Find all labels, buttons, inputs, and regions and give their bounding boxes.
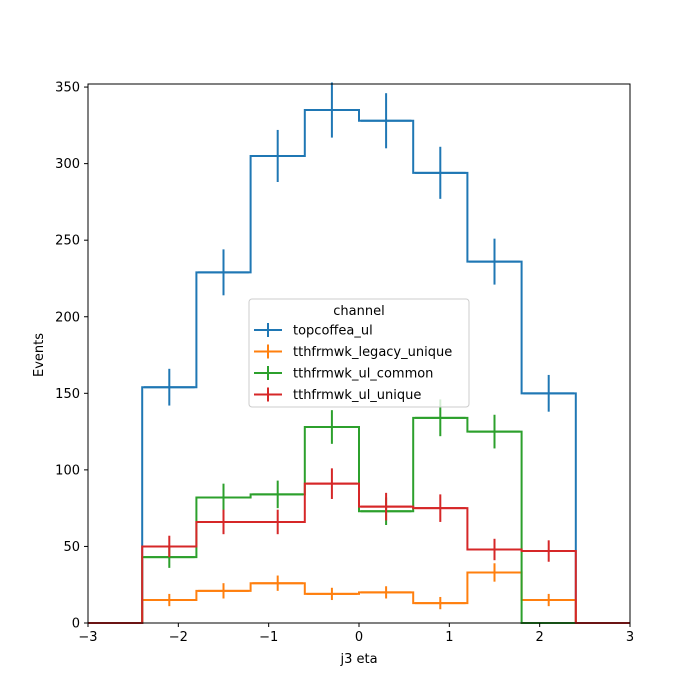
error-bar-tthfrmwk_ul_unique-bin7 [523, 540, 574, 562]
step-line-topcoffea_ul [88, 109, 630, 624]
y-tick-label: 350 [55, 81, 80, 96]
series-tthfrmwk_ul_unique [88, 468, 630, 624]
error-bar-topcoffea_ul-bin4 [360, 93, 412, 149]
legend-label: tthfrmwk_ul_common [293, 367, 433, 382]
legend-box [248, 298, 470, 408]
error-bar-tthfrmwk_ul_unique-bin6 [469, 538, 520, 561]
error-bar-tthfrmwk_legacy_unique-bin0 [144, 593, 195, 607]
legend: channel topcoffea_ul tthfrmwk_legacy_uniqu… [248, 298, 470, 408]
error-bar-tthfrmwk_ul_common-bin2 [252, 480, 303, 509]
y-axis-label: Events [32, 333, 47, 377]
plot-area [88, 82, 630, 624]
x-tick-label: −1 [259, 630, 278, 645]
legend-entry-tthfrmwk_legacy_unique: tthfrmwk_legacy_unique [254, 344, 452, 360]
y-tick-label: 250 [55, 234, 80, 249]
x-tick-label: 2 [536, 630, 544, 645]
legend-entry-tthfrmwk_ul_common: tthfrmwk_ul_common [254, 366, 433, 382]
y-tick-label: 300 [55, 157, 80, 172]
x-tick-label: −3 [78, 630, 97, 645]
y-tick-label: 100 [55, 463, 80, 478]
x-tick-label: 3 [626, 630, 634, 645]
y-tick-label: 0 [72, 617, 80, 632]
legend-title: channel [333, 304, 384, 319]
error-bar-tthfrmwk_ul_unique-bin4 [360, 492, 412, 521]
error-bar-tthfrmwk_ul_unique-bin0 [144, 535, 195, 558]
error-bar-tthfrmwk_ul_unique-bin2 [252, 509, 303, 535]
error-bar-tthfrmwk_ul_unique-bin3 [306, 468, 358, 499]
error-bar-topcoffea_ul-bin2 [252, 129, 303, 182]
error-bar-tthfrmwk_ul_common-bin6 [469, 414, 520, 449]
legend-label: topcoffea_ul [293, 324, 373, 339]
y-tick-label: 50 [63, 540, 80, 555]
error-bar-topcoffea_ul-bin1 [198, 249, 249, 296]
x-tick-label: 1 [445, 630, 453, 645]
error-bar-tthfrmwk_legacy_unique-bin1 [198, 583, 249, 599]
error-bar-tthfrmwk_legacy_unique-bin6 [469, 563, 520, 582]
legend-label: tthfrmwk_ul_unique [293, 388, 421, 403]
x-tick-label: −2 [169, 630, 188, 645]
legend-label: tthfrmwk_legacy_unique [293, 345, 452, 360]
step-line-tthfrmwk_ul_unique [88, 482, 630, 624]
error-bar-tthfrmwk_ul_common-bin3 [306, 410, 358, 444]
error-bar-tthfrmwk_legacy_unique-bin2 [252, 575, 303, 591]
step-line-tthfrmwk_ul_common [88, 416, 630, 624]
error-bar-tthfrmwk_ul_unique-bin5 [415, 494, 466, 522]
x-tick-label: 0 [355, 630, 363, 645]
error-bar-tthfrmwk_legacy_unique-bin5 [415, 596, 466, 610]
x-axis-label: j3 eta [339, 652, 377, 667]
error-bar-tthfrmwk_legacy_unique-bin7 [523, 593, 574, 607]
axes: −3 −2 −1 0 1 2 3 0 50 100 150 200 250 300 350 [55, 81, 634, 645]
error-bar-topcoffea_ul-bin6 [469, 238, 520, 285]
legend-entry-topcoffea_ul: topcoffea_ul [254, 323, 373, 339]
error-bar-topcoffea_ul-bin7 [523, 374, 574, 412]
error-bar-tthfrmwk_legacy_unique-bin3 [306, 587, 358, 601]
error-bar-topcoffea_ul-bin0 [144, 368, 195, 406]
y-tick-label: 150 [55, 387, 80, 402]
error-bar-topcoffea_ul-bin3 [306, 82, 358, 138]
error-bar-tthfrmwk_ul_unique-bin1 [198, 509, 249, 535]
error-bar-tthfrmwk_legacy_unique-bin4 [360, 586, 412, 599]
error-bar-tthfrmwk_ul_common-bin1 [198, 483, 249, 512]
series-topcoffea_ul [88, 82, 630, 624]
y-tick-label: 200 [55, 310, 80, 325]
error-bar-topcoffea_ul-bin5 [415, 146, 466, 199]
legend-entry-tthfrmwk_ul_unique: tthfrmwk_ul_unique [254, 387, 421, 403]
